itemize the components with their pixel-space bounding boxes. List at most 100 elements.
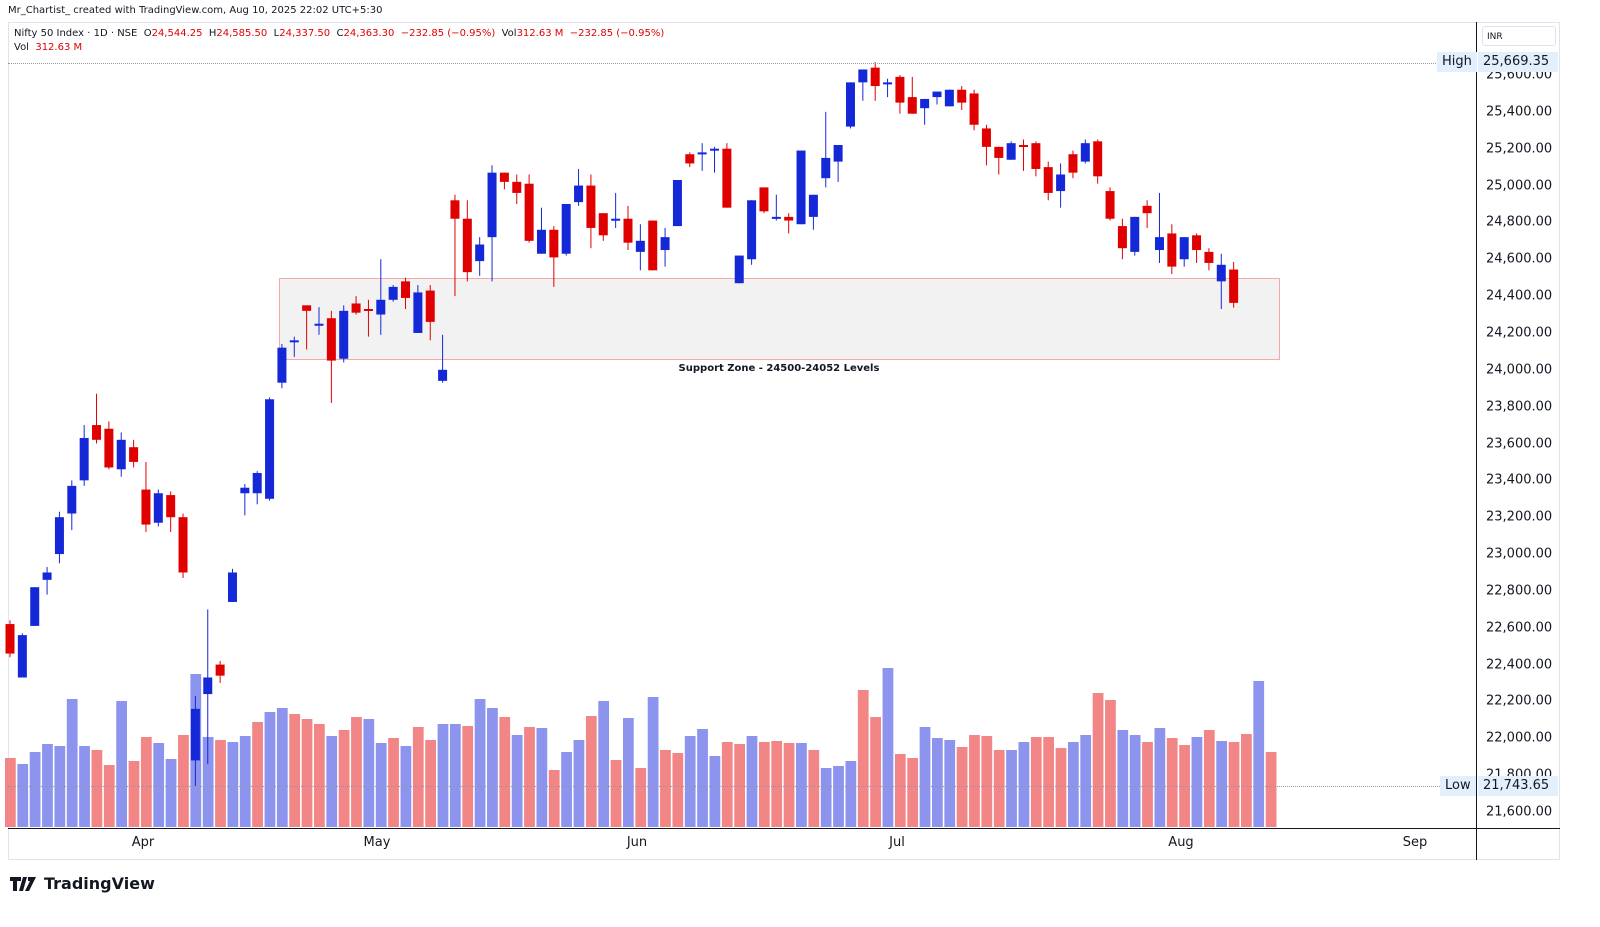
volume-bar: [227, 742, 239, 827]
candle: [734, 255, 744, 284]
volume-bar: [932, 738, 943, 827]
open-label: O: [143, 28, 152, 39]
time-label-sep: Sep: [1402, 835, 1428, 850]
volume-bar: [907, 758, 919, 827]
candle: [302, 305, 312, 350]
price-tick: 22,200.00: [1486, 693, 1553, 709]
volume-bar: [919, 727, 931, 827]
candle: [759, 187, 769, 214]
volume-bar: [1142, 742, 1153, 827]
candle: [697, 143, 707, 171]
volume-bar: [1265, 752, 1277, 827]
candle: [747, 200, 757, 265]
time-label-jun: Jun: [626, 835, 648, 850]
candle: [215, 660, 225, 684]
price-tick: 24,000.00: [1486, 362, 1553, 378]
volume-bar: [499, 717, 511, 827]
price-tick: 24,200.00: [1486, 325, 1553, 341]
candle: [821, 111, 831, 188]
volume-bar: [326, 736, 338, 827]
candle: [129, 439, 139, 468]
currency-button[interactable]: INR: [1482, 26, 1556, 46]
volume-bar: [697, 729, 708, 827]
candle: [401, 277, 411, 309]
candle: [104, 421, 114, 470]
candle: [203, 609, 213, 765]
candle: [1019, 139, 1029, 171]
low-value: 24,337.50: [279, 28, 331, 39]
candle: [1192, 233, 1202, 263]
candle: [190, 695, 200, 787]
volume-bar: [956, 747, 968, 827]
volume-bar: [165, 759, 177, 827]
candle: [1216, 253, 1226, 309]
volume-bar: [289, 714, 301, 827]
volume-bar: [734, 744, 745, 827]
time-axis[interactable]: [8, 828, 1560, 829]
volume-bar: [449, 724, 461, 827]
volume-bar: [276, 708, 288, 827]
candlestick-chart[interactable]: [0, 0, 1476, 828]
price-tick: 25,000.00: [1486, 178, 1553, 194]
volume-bar: [425, 740, 436, 827]
candle: [1117, 218, 1127, 260]
candle: [92, 393, 102, 444]
price-axis[interactable]: [1476, 22, 1561, 828]
candle: [289, 336, 299, 357]
candle: [969, 89, 979, 131]
candle: [907, 76, 917, 114]
volume-bar: [783, 743, 795, 827]
volume-bar: [672, 753, 684, 827]
candle: [883, 78, 893, 98]
volume-bar: [1166, 738, 1178, 827]
support-zone-rect[interactable]: [279, 278, 1280, 360]
price-tick: 23,600.00: [1486, 436, 1553, 451]
support-zone-label: Support Zone - 24500-24052 Levels: [678, 363, 880, 374]
time-label-jul: Jul: [889, 835, 905, 850]
volume-bar: [993, 750, 1005, 827]
volume-value: 312.63 M: [516, 28, 564, 39]
volume-bar: [103, 765, 115, 827]
high-marker-line: [8, 63, 1476, 64]
volume-bar: [647, 697, 659, 827]
volume-bar: [252, 722, 263, 827]
candle: [932, 91, 942, 105]
candle: [17, 633, 27, 678]
candle: [462, 200, 472, 282]
volume-bar: [623, 718, 634, 827]
candle: [994, 146, 1004, 175]
chart-credit: Mr_Chartist_ created with TradingView.co…: [8, 5, 383, 16]
volume-bar: [1043, 737, 1054, 827]
candle: [561, 203, 571, 256]
price-tick: 22,800.00: [1486, 583, 1553, 599]
candle: [1204, 248, 1214, 271]
price-tick: 25,200.00: [1486, 141, 1553, 157]
volume-bar: [42, 744, 53, 827]
volume-bar: [351, 717, 362, 827]
volume-bar: [808, 750, 820, 827]
volume-bar: [894, 754, 906, 827]
volume-bar: [511, 735, 523, 827]
candle: [1093, 139, 1103, 184]
volume-bar: [1105, 700, 1116, 827]
high-value: 24,585.50: [216, 28, 268, 39]
candle: [1142, 200, 1152, 228]
close-value: 24,363.30: [343, 28, 395, 39]
price-tick: 22,000.00: [1486, 730, 1553, 746]
volume-bar: [375, 743, 387, 827]
volume-bar: [524, 727, 535, 827]
candle: [784, 213, 794, 234]
candle: [252, 471, 262, 505]
tradingview-logo[interactable]: TradingView: [10, 874, 155, 893]
candle: [1068, 150, 1078, 179]
volume-bar: [437, 724, 449, 827]
legend-row-volume: Vol 312.63 M: [14, 41, 664, 55]
candle: [116, 432, 126, 477]
candle: [981, 124, 991, 166]
low-marker-tag: Low: [1440, 776, 1476, 796]
volume-bar: [338, 730, 350, 827]
volume-bar: [796, 743, 807, 827]
open-value: 24,544.25: [151, 28, 203, 39]
volume-bar: [153, 743, 165, 827]
candle: [141, 461, 151, 532]
